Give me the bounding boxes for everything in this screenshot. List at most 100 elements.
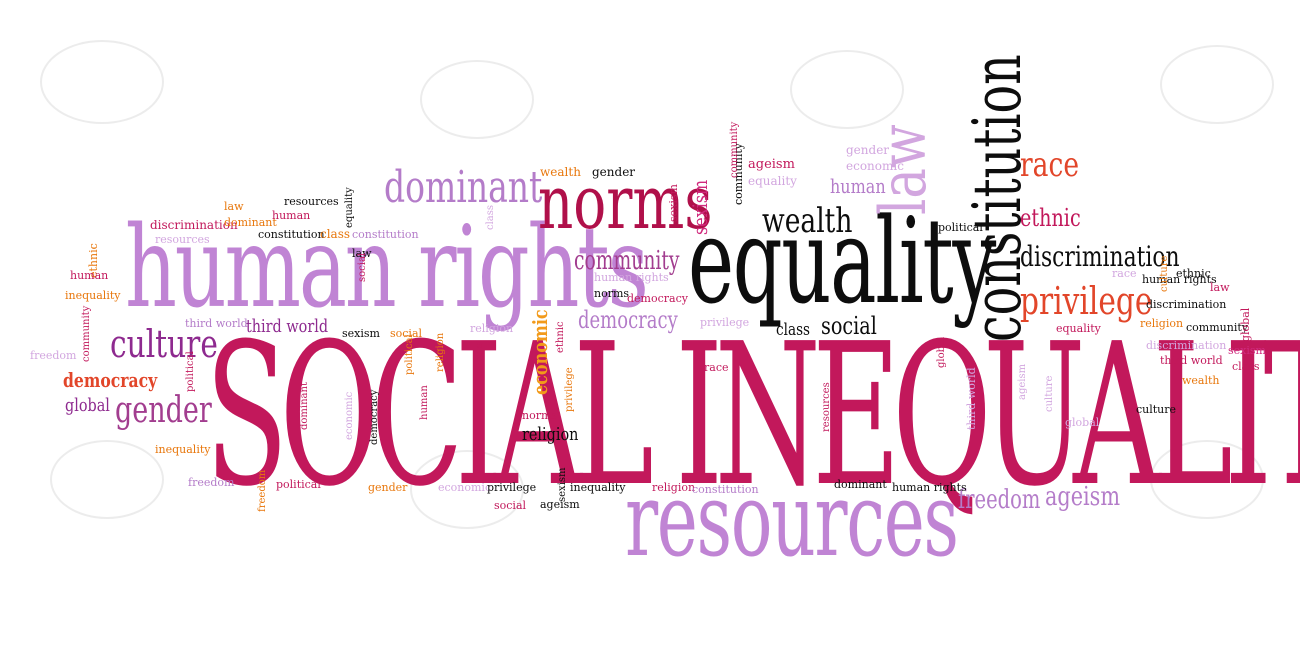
- word-small: culture: [1136, 403, 1177, 416]
- word-small: religion: [652, 481, 696, 494]
- word-equality: equality: [688, 192, 996, 330]
- word-class: class: [776, 320, 811, 340]
- word-economic: economic: [528, 309, 552, 395]
- word-small: class: [320, 227, 351, 241]
- word-small: dominant: [299, 382, 310, 430]
- word-small: political: [276, 478, 321, 491]
- word-small: human rights: [594, 271, 669, 284]
- word-small: sexism: [667, 184, 680, 222]
- word-small: norms: [522, 409, 558, 422]
- word-privilege: privilege: [1020, 279, 1153, 323]
- word-small: economic: [344, 391, 355, 440]
- word-small: ageism: [748, 157, 795, 172]
- word-gender: gender: [115, 390, 212, 431]
- word-resources: resources: [625, 461, 959, 580]
- word-small: ageism: [1017, 363, 1028, 400]
- word-small: freedom: [30, 349, 77, 362]
- word-small: constitution: [352, 228, 419, 241]
- word-small: constitution: [258, 228, 325, 241]
- word-small: ageism: [540, 498, 580, 511]
- word-small: human: [70, 269, 109, 282]
- word-small: democracy: [627, 292, 688, 305]
- word-ethnic: ethnic: [1020, 204, 1081, 232]
- word-small: community: [729, 121, 740, 178]
- word-small: privilege: [487, 481, 537, 494]
- word-small: discrimination: [1146, 339, 1227, 352]
- word-discrimination: discrimination: [1020, 240, 1180, 273]
- word-small: gender: [592, 165, 636, 179]
- word-small: third world: [965, 367, 978, 430]
- word-small: human rights: [892, 481, 967, 494]
- word-small: inequality: [65, 289, 121, 302]
- word-small: sexism: [342, 327, 380, 340]
- word-small: political: [404, 334, 415, 375]
- word-small: democracy: [369, 389, 380, 445]
- word-norms: norms: [538, 160, 713, 246]
- word-third-world: third world: [246, 316, 329, 337]
- watermark-shape: [410, 450, 524, 529]
- word-wealth: wealth: [762, 201, 853, 241]
- word-small: constitution: [692, 483, 759, 496]
- word-small: norms: [474, 343, 485, 375]
- word-small: political: [938, 221, 983, 234]
- word-small: wealth: [540, 165, 581, 179]
- word-democracy: democracy: [63, 368, 158, 392]
- word-small: law: [224, 200, 244, 213]
- word-small: ethnic: [555, 321, 566, 353]
- word-small: sexism: [1228, 344, 1266, 357]
- word-small: community: [81, 305, 92, 362]
- word-small: freedom: [188, 476, 235, 489]
- word-small: religion: [470, 322, 514, 335]
- word-small: resources: [155, 233, 210, 246]
- word-small: human: [419, 385, 430, 420]
- watermark-shape: [50, 440, 164, 519]
- watermark-shape: [790, 50, 904, 129]
- main-phrase: SOCIAL INEQUALITY: [205, 302, 1300, 530]
- word-small: human: [272, 209, 311, 222]
- word-human-rights: human rights: [125, 203, 649, 333]
- word-small: economic: [846, 159, 904, 173]
- word-small: race: [704, 361, 729, 374]
- word-ageism: ageism: [1045, 482, 1121, 512]
- word-small: inequality: [570, 481, 626, 494]
- word-small: economic: [438, 481, 492, 494]
- word-democracy-2: democracy: [578, 306, 678, 334]
- word-small: discrimination: [1146, 298, 1227, 311]
- word-small: gender: [368, 481, 408, 494]
- word-sexism-rotated: sexism: [688, 179, 712, 235]
- word-small: privilege: [564, 367, 575, 412]
- watermark-shape: [1150, 440, 1264, 519]
- word-religion: religion: [522, 424, 579, 445]
- word-small: culture: [1044, 375, 1055, 412]
- word-small: ethnic: [1176, 267, 1211, 280]
- word-small: sexism: [557, 467, 568, 502]
- word-freedom: freedom: [958, 485, 1041, 515]
- word-small: political: [185, 351, 196, 392]
- watermark-shape: [40, 40, 164, 124]
- word-small: culture: [1159, 255, 1170, 292]
- word-small: equality: [748, 174, 797, 188]
- word-small: law: [1210, 281, 1230, 294]
- word-small: inequality: [155, 443, 211, 456]
- word-small: gender: [846, 143, 890, 157]
- word-small: social: [390, 327, 423, 340]
- word-small: class: [485, 204, 496, 230]
- word-small: human rights: [1142, 273, 1217, 286]
- word-social: social: [821, 312, 877, 340]
- word-small: norms: [594, 287, 630, 300]
- word-small: equality: [1056, 322, 1101, 335]
- watermark-shape: [1160, 45, 1274, 124]
- word-small: community: [1186, 321, 1248, 334]
- word-small: social: [357, 252, 368, 282]
- word-culture: culture: [110, 322, 218, 366]
- word-small: law: [352, 247, 372, 260]
- word-small: third world: [185, 317, 248, 330]
- word-small: equality: [344, 187, 355, 228]
- word-small: discrimination: [150, 218, 238, 232]
- word-small: privilege: [700, 316, 750, 329]
- word-small: dominant: [224, 216, 277, 229]
- word-dominant: dominant: [384, 162, 543, 213]
- word-small: social: [494, 499, 527, 512]
- word-global: global: [65, 395, 110, 416]
